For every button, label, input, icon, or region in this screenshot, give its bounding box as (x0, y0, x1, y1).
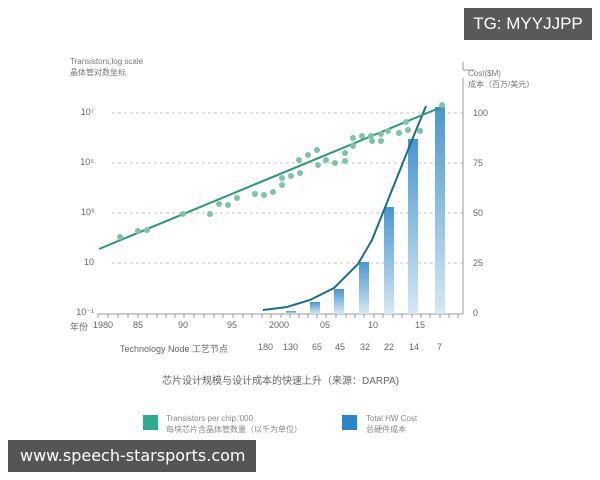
left-axis-title: Transistors,log scale 晶体管对数坐标 (70, 56, 143, 78)
transistor-dots (117, 102, 445, 240)
right-tick-75: 75 (473, 158, 484, 168)
x-node-32: 32 (360, 342, 371, 352)
x-year-10: 10 (368, 320, 379, 330)
watermark-bottom-left: www.speech-starsports.com (8, 440, 256, 472)
right-axis-title-en: Cost($M) (468, 69, 501, 78)
right-axis-title-zh: 成本（百万/美元） (468, 80, 535, 89)
x-node-label: Technology Node 工艺节点 (120, 344, 229, 354)
left-axis-title-en: Transistors,log scale (70, 57, 144, 66)
x-node-180: 180 (258, 342, 274, 352)
right-tick-25: 25 (473, 258, 484, 268)
legend-transistors-en: Transistors per chip,'000 (166, 414, 254, 423)
x-axis-ticks (97, 314, 459, 318)
legend-cost-zh: 总硬件成本 (366, 425, 406, 434)
x-year-2000: 2000 (269, 320, 290, 330)
left-tick-10: 10 (83, 257, 94, 267)
grid-lines (112, 112, 463, 264)
x-year-85: 85 (133, 320, 144, 330)
left-axis-title-zh: 晶体管对数坐标 (70, 68, 126, 77)
chart-caption: 芯片设计规模与设计成本的快速上升（来源：DARPA) (162, 376, 400, 387)
x-node-7: 7 (437, 342, 443, 352)
x-node-22: 22 (384, 342, 395, 352)
x-year-95: 95 (227, 320, 238, 330)
x-node-130: 130 (283, 342, 299, 352)
cost-bars (286, 107, 445, 314)
legend-transistors: Transistors per chip,'000 每块芯片含晶体管数量（以千为… (166, 413, 302, 435)
legend-cost-en: Total HW Cost (366, 414, 418, 423)
watermark-top-right: TG: MYYJJPP (464, 8, 592, 40)
right-tick-100: 100 (473, 108, 489, 118)
legend-transistors-zh: 每块芯片含晶体管数量（以千为单位） (166, 425, 302, 434)
left-tick-1e5: 10⁵ (80, 157, 94, 167)
right-axis-title: Cost($M) 成本（百万/美元） (468, 68, 534, 90)
left-tick-1e-1: 10⁻¹ (76, 307, 94, 317)
legend-swatch-transistors (143, 415, 158, 430)
x-node-45: 45 (335, 342, 346, 352)
left-tick-1e3: 10³ (80, 207, 94, 217)
cost-trend-line (262, 105, 427, 311)
right-tick-50: 50 (473, 208, 484, 218)
x-year-05: 05 (320, 320, 331, 330)
left-tick-1e7: 10⁷ (80, 107, 94, 117)
right-tick-0: 0 (473, 308, 479, 318)
x-year-1980: 1980 (93, 320, 114, 330)
x-year-90: 90 (178, 320, 189, 330)
legend-cost: Total HW Cost 总硬件成本 (366, 413, 417, 435)
x-node-65: 65 (312, 342, 323, 352)
legend-swatch-cost (342, 415, 357, 430)
x-year-label: 年份 (70, 322, 89, 332)
x-year-15: 15 (415, 320, 426, 330)
x-node-14: 14 (409, 342, 420, 352)
